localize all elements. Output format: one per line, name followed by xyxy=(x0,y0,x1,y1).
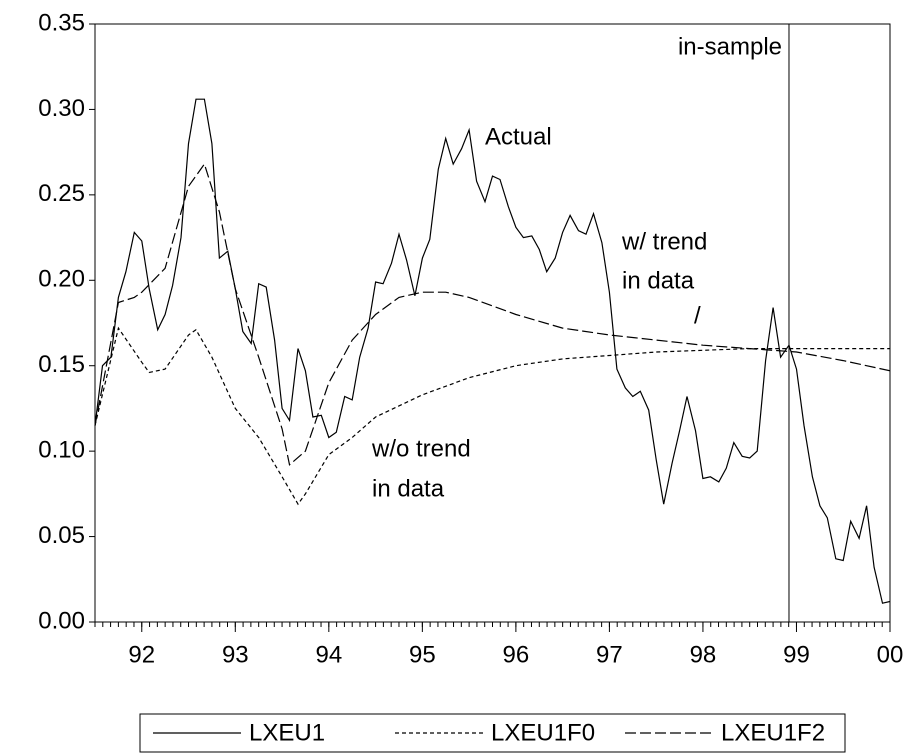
x-tick-label: 97 xyxy=(596,641,623,668)
y-tick-label: 0.25 xyxy=(38,180,85,207)
annotation: / xyxy=(694,302,701,329)
x-tick-label: 99 xyxy=(783,641,810,668)
x-tick-label: 95 xyxy=(409,641,436,668)
y-tick-label: 0.05 xyxy=(38,522,85,549)
x-tick-label: 93 xyxy=(222,641,249,668)
annotation: w/ trend xyxy=(621,228,707,255)
series-line xyxy=(94,98,891,604)
annotation: w/o trend xyxy=(371,435,471,462)
y-tick-label: 0.35 xyxy=(38,9,85,36)
x-tick-label: 98 xyxy=(690,641,717,668)
legend-label: LXEU1F2 xyxy=(721,719,825,746)
y-tick-label: 0.20 xyxy=(38,266,85,293)
annotation: in data xyxy=(372,475,445,502)
series-line xyxy=(94,162,891,466)
series-line xyxy=(94,326,890,506)
annotation: Actual xyxy=(485,123,552,150)
y-tick-label: 0.10 xyxy=(38,436,85,463)
legend-label: LXEU1 xyxy=(249,719,325,746)
legend-label: LXEU1F0 xyxy=(491,719,595,746)
x-tick-label: 00 xyxy=(877,641,904,668)
y-tick-label: 0.00 xyxy=(38,607,85,634)
x-tick-label: 92 xyxy=(128,641,155,668)
legend-box xyxy=(139,713,846,753)
x-tick-label: 94 xyxy=(315,641,342,668)
annotation: in data xyxy=(622,267,695,294)
y-tick-label: 0.15 xyxy=(38,351,85,378)
x-tick-label: 96 xyxy=(503,641,530,668)
y-tick-label: 0.30 xyxy=(38,95,85,122)
annotation: in-sample xyxy=(678,33,782,60)
